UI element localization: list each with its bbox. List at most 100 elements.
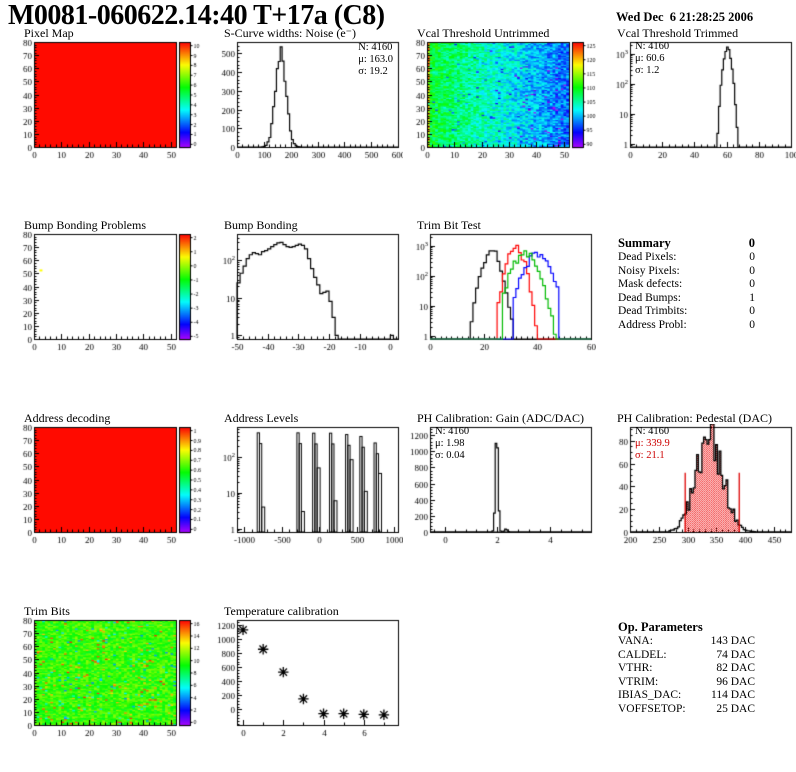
- row-value: 0: [749, 264, 755, 277]
- stats-line: N: 4160: [635, 426, 670, 437]
- chart-title: PH Calibration: Gain (ADC/DAC): [417, 411, 584, 425]
- row-value: 114 DAC: [711, 689, 755, 701]
- chart-panel-trim-bits: Trim Bits: [10, 605, 203, 747]
- row-label: CALDEL:: [618, 648, 667, 661]
- stats-line: σ: 21.1: [635, 450, 665, 461]
- bump-bonding-canvas: [210, 231, 403, 361]
- op-parameter-row: VANA: 143 DAC: [618, 635, 755, 649]
- op-parameters-title: Op. Parameters: [618, 620, 703, 634]
- row-value: 25 DAC: [716, 702, 755, 715]
- row-value: 143 DAC: [710, 635, 755, 647]
- chart-title: Temperature calibration: [224, 604, 339, 618]
- chart-panel-vcal-untrimmed: Vcal Threshold Untrimmed: [403, 27, 596, 169]
- row-label: Mask defects:: [618, 278, 683, 290]
- page-title: M0081-060622.14:40 T+17a (C8): [8, 0, 385, 31]
- summary-row: Dead Pixels: 0: [618, 251, 755, 265]
- summary-header: Summary 0: [618, 236, 755, 250]
- chart-panel-trimbit-test: Trim Bit Test: [403, 219, 596, 361]
- row-value: 96 DAC: [716, 675, 755, 688]
- row-value: 82 DAC: [716, 662, 755, 674]
- summary-row: Address Probl: 0: [618, 319, 755, 333]
- row-value: 74 DAC: [716, 648, 755, 661]
- chart-panel-address-levels: Address Levels: [210, 412, 403, 554]
- scurve-noise-canvas: [210, 39, 403, 169]
- vcal-untrimmed-canvas: [403, 39, 596, 169]
- chart-title: Vcal Threshold Trimmed: [617, 26, 739, 40]
- row-value: 0: [749, 278, 755, 290]
- pixel-map-canvas: [10, 39, 203, 169]
- timestamp: Wed Dec 6 21:28:25 2006: [616, 10, 754, 24]
- summary-row: Mask defects: 0: [618, 278, 755, 292]
- bump-problems-canvas: [10, 231, 203, 361]
- row-label: Noisy Pixels:: [618, 264, 680, 277]
- chart-panel-pixel-map: Pixel Map: [10, 27, 203, 169]
- chart-title: PH Calibration: Pedestal (DAC): [617, 411, 772, 425]
- chart-panel-ph-gain: PH Calibration: Gain (ADC/DAC) N: 4160 μ:…: [403, 412, 596, 554]
- chart-title: Bump Bonding: [224, 218, 298, 232]
- row-value: 1: [749, 291, 755, 304]
- summary-title: Summary: [618, 236, 671, 250]
- summary-row: Noisy Pixels: 0: [618, 265, 755, 279]
- row-value: 0: [749, 251, 755, 263]
- op-parameter-row: CALDEL: 74 DAC: [618, 649, 755, 663]
- stats-line: μ: 60.6: [635, 53, 665, 64]
- chart-panel-scurve-noise: S-Curve widths: Noise (e⁻) N: 4160 μ: 163…: [210, 27, 403, 169]
- chart-panel-bump-bonding: Bump Bonding: [210, 219, 403, 361]
- address-levels-canvas: [210, 424, 403, 554]
- ph-pedestal-canvas: [603, 424, 796, 554]
- chart-panel-bump-problems: Bump Bonding Problems: [10, 219, 203, 361]
- stats-line: N: 4160: [635, 41, 670, 52]
- trim-bits-canvas: [10, 617, 203, 747]
- chart-title: Address Levels: [224, 411, 299, 425]
- summary-row: Dead Trimbits: 0: [618, 305, 755, 319]
- chart-title: Address decoding: [24, 411, 111, 425]
- chart-title: Vcal Threshold Untrimmed: [417, 26, 550, 40]
- summary-panel: Summary 0 Dead Pixels: 0 Noisy Pixels: 0 Mas…: [618, 236, 755, 332]
- temperature-calibration-canvas: [210, 617, 403, 747]
- chart-panel-temperature-calibration: Temperature calibration: [210, 605, 403, 747]
- stats-line: σ: 1.2: [635, 65, 660, 76]
- op-parameters-panel: Op. Parameters VANA: 143 DAC CALDEL: 74 DAC…: [618, 620, 755, 716]
- vcal-trimmed-canvas: [603, 39, 796, 169]
- address-decoding-canvas: [10, 424, 203, 554]
- chart-panel-ph-pedestal: PH Calibration: Pedestal (DAC) N: 4160 μ:…: [603, 412, 796, 554]
- chart-title: S-Curve widths: Noise (e⁻): [224, 26, 356, 40]
- row-value: 0: [749, 305, 755, 317]
- op-parameter-row: IBIAS_DAC: 114 DAC: [618, 689, 755, 703]
- op-parameter-row: VTHR: 82 DAC: [618, 662, 755, 676]
- op-parameter-row: VOFFSETOP: 25 DAC: [618, 703, 755, 717]
- op-parameter-row: VTRIM: 96 DAC: [618, 676, 755, 690]
- stats-line: μ: 339.9: [635, 438, 670, 449]
- trimbit-test-canvas: [403, 231, 596, 361]
- row-label: Dead Bumps:: [618, 291, 681, 304]
- stats-line: N: 4160: [435, 426, 470, 437]
- row-label: Address Probl:: [618, 318, 687, 331]
- stats-line: N: 4160: [358, 42, 393, 53]
- stats-line: μ: 163.0: [358, 54, 393, 65]
- stats-box: N: 4160 μ: 1.98 σ: 0.04: [435, 426, 469, 462]
- row-label: IBIAS_DAC:: [618, 689, 682, 701]
- op-parameters-header: Op. Parameters: [618, 620, 755, 634]
- chart-title: Trim Bits: [24, 604, 70, 618]
- stats-line: σ: 19.2: [358, 66, 388, 77]
- row-label: VTRIM:: [618, 675, 659, 688]
- row-label: VTHR:: [618, 662, 653, 674]
- row-value: 0: [749, 318, 755, 331]
- stats-box: N: 4160 μ: 339.9 σ: 21.1: [635, 426, 670, 462]
- stats-line: σ: 0.04: [435, 450, 465, 461]
- chart-panel-vcal-trimmed: Vcal Threshold Trimmed N: 4160 μ: 60.6 σ: …: [603, 27, 796, 169]
- summary-total: 0: [748, 236, 755, 250]
- op-parameters-rows: VANA: 143 DAC CALDEL: 74 DAC VTHR: 82 DAC VTRI…: [618, 635, 755, 716]
- row-label: Dead Pixels:: [618, 251, 677, 263]
- stats-box: N: 4160 μ: 163.0 σ: 19.2: [358, 42, 393, 78]
- chart-panel-address-decoding: Address decoding: [10, 412, 203, 554]
- summary-rows: Dead Pixels: 0 Noisy Pixels: 0 Mask defects:…: [618, 251, 755, 332]
- stats-box: N: 4160 μ: 60.6 σ: 1.2: [635, 41, 669, 77]
- chart-title: Trim Bit Test: [417, 218, 481, 232]
- chart-title: Bump Bonding Problems: [24, 218, 147, 232]
- chart-title: Pixel Map: [24, 26, 74, 40]
- row-label: Dead Trimbits:: [618, 305, 688, 317]
- row-label: VOFFSETOP:: [618, 702, 686, 715]
- summary-row: Dead Bumps: 1: [618, 292, 755, 306]
